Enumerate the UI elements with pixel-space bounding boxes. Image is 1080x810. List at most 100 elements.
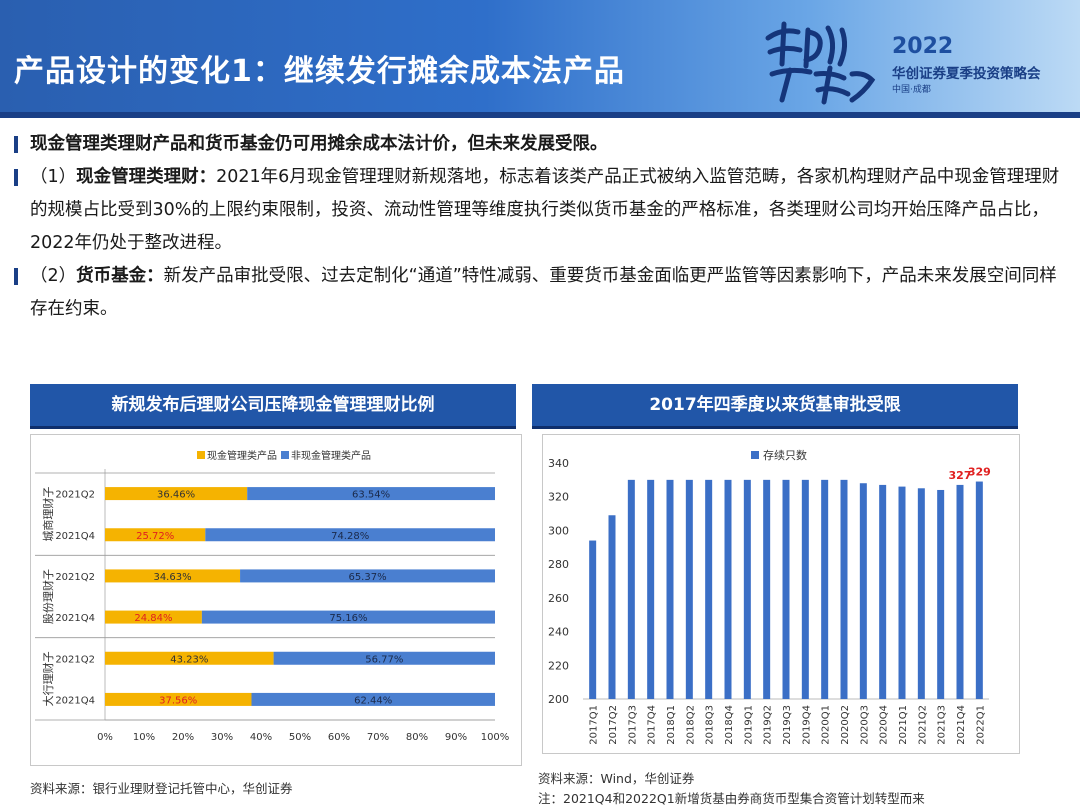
x-tick-label: 2020Q1 [821, 705, 832, 745]
data-label-noncash: 63.54% [352, 490, 390, 501]
right-chart-note: 注：2021Q4和2022Q1新增货基由券商货币型集合资管计划转型而来 [538, 791, 925, 806]
data-label-noncash: 75.16% [329, 613, 367, 624]
bar-count [763, 479, 771, 699]
bar-count [879, 484, 887, 699]
bar-count [724, 479, 732, 699]
bullet-bar [14, 268, 18, 285]
data-label-count: 327 [949, 469, 972, 482]
data-label-noncash: 62.44% [354, 695, 392, 706]
legend-swatch-noncash [281, 451, 289, 459]
bar-count [705, 479, 713, 699]
bar-count [743, 479, 751, 699]
x-tick-label: 80% [406, 732, 428, 743]
x-tick-label: 2021Q3 [937, 705, 948, 745]
row-label: 2021Q4 [55, 613, 95, 624]
bar-noncash [247, 487, 495, 501]
group-label: 大行理财子 [41, 651, 55, 706]
y-tick-label: 260 [548, 592, 569, 605]
x-tick-label: 2017Q4 [647, 705, 658, 745]
bar-count [589, 540, 597, 699]
x-tick-label: 2021Q1 [898, 705, 909, 745]
data-label-cash: 43.23% [170, 654, 208, 665]
row-label: 2021Q2 [55, 490, 95, 501]
x-tick-label: 10% [133, 732, 155, 743]
x-tick-label: 2018Q2 [685, 705, 696, 745]
x-tick-label: 2017Q1 [589, 705, 600, 745]
data-label-cash: 25.72% [136, 531, 174, 542]
group-label: 城商理财子 [41, 487, 55, 542]
row-label: 2021Q4 [55, 531, 95, 542]
y-tick-label: 320 [548, 491, 569, 504]
brand-year: 2022 [892, 34, 954, 59]
y-tick-label: 340 [548, 457, 569, 470]
x-tick-label: 100% [481, 732, 510, 743]
bar-count [666, 479, 674, 699]
body-text: 现金管理类理财产品和货币基金仍可用摊余成本法计价，但未来发展受限。 （1）现金管… [10, 128, 1070, 326]
bullet-bar [14, 136, 18, 153]
legend-label-count: 存续只数 [763, 448, 807, 462]
x-tick-label: 2019Q3 [782, 705, 793, 745]
x-tick-label: 60% [328, 732, 350, 743]
header-banner: 产品设计的变化1：继续发行摊余成本法产品 2022 华创证券夏季投资策略会 中国… [0, 0, 1080, 118]
x-tick-label: 70% [367, 732, 389, 743]
paragraph-money-fund: （2）货币基金：新发产品审批受限、过去定制化“通道”特性减弱、重要货币基金面临更… [10, 260, 1070, 326]
bar-count [975, 481, 983, 699]
left-chart-frame: 现金管理类产品 非现金管理类产品 城商理财子 股份理财子 大行理财子 2021Q2 36.4… [30, 434, 522, 766]
bar-count [956, 484, 964, 699]
brand-city: 中国·成都 [892, 85, 931, 95]
data-label-noncash: 56.77% [365, 654, 403, 665]
paragraph-bold: 现金管理类理财： [76, 167, 217, 187]
data-label-noncash: 65.37% [348, 572, 386, 583]
page-title: 产品设计的变化1：继续发行摊余成本法产品 [14, 54, 625, 89]
brand-name: 华创证券夏季投资策略会 [892, 66, 1041, 82]
paragraph-text: 新发产品审批受限、过去定制化“通道”特性减弱、重要货币基金面临更严监管等因素影响… [30, 266, 1057, 319]
bar-count [685, 479, 693, 699]
y-tick-label: 220 [548, 659, 569, 672]
x-tick-label: 2020Q4 [879, 705, 890, 745]
right-chart-source: 资料来源：Wind，华创证券 [538, 771, 695, 786]
left-chart-source: 资料来源：银行业理财登记托管中心，华创证券 [30, 781, 293, 796]
x-tick-label: 20% [172, 732, 194, 743]
bar-count [859, 483, 867, 699]
bar-noncash [201, 610, 495, 624]
x-tick-label: 0% [97, 732, 113, 743]
paragraph-cash-management: （1）现金管理类理财：2021年6月现金管理理财新规落地，标志着该类产品正式被纳… [10, 161, 1070, 260]
bar-count [821, 479, 829, 699]
right-chart-svg: 存续只数 200 220 240 260 280 300 320 340 2017Q1 2017Q2… [548, 448, 991, 745]
x-tick-label: 2022Q1 [975, 705, 986, 745]
x-tick-label: 2019Q4 [801, 705, 812, 745]
x-tick-label: 30% [211, 732, 233, 743]
legend-swatch-count [751, 451, 759, 459]
paragraph-text: 2021年6月现金管理理财新规落地，标志着该类产品正式被纳入监管范畴，各家机构理… [30, 167, 1060, 253]
bar-count [937, 489, 945, 699]
row-label: 2021Q4 [55, 695, 95, 706]
bar-count [801, 479, 809, 699]
y-tick-label: 300 [548, 524, 569, 537]
bar-noncash [273, 651, 495, 665]
bullet-bar [14, 169, 18, 186]
paragraph-bold: 现金管理类理财产品和货币基金仍可用摊余成本法计价，但未来发展受限。 [30, 134, 608, 154]
bar-count [840, 479, 848, 699]
x-tick-label: 2018Q3 [705, 705, 716, 745]
data-label-count: 329 [968, 466, 991, 479]
x-tick-label: 2018Q1 [666, 705, 677, 745]
bar-cash [105, 692, 252, 706]
bar-noncash [205, 528, 496, 542]
x-tick-label: 2019Q1 [743, 705, 754, 745]
paragraph-lead: （1） [30, 167, 77, 187]
x-tick-label: 2020Q3 [859, 705, 870, 745]
x-tick-label: 2019Q2 [763, 705, 774, 745]
x-tick-label: 90% [445, 732, 467, 743]
y-tick-label: 200 [548, 693, 569, 706]
data-label-cash: 24.84% [134, 613, 172, 624]
header-stripe [0, 112, 1080, 118]
row-label: 2021Q2 [55, 654, 95, 665]
calligraphy-logo-icon [765, 21, 876, 105]
right-chart-frame: 存续只数 200 220 240 260 280 300 320 340 2017Q1 2017Q2… [542, 434, 1020, 754]
bar-noncash [240, 569, 495, 583]
legend-swatch-cash [197, 451, 205, 459]
data-label-cash: 36.46% [157, 490, 195, 501]
x-tick-label: 2021Q2 [917, 705, 928, 745]
row-label: 2021Q2 [55, 572, 95, 583]
